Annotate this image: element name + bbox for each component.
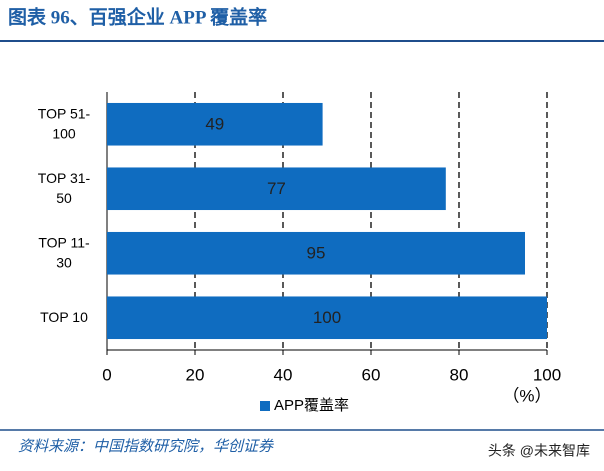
x-tick-label: 40 [274, 365, 293, 384]
y-tick-label: TOP 51-100 [38, 105, 91, 141]
data-label: 49 [205, 115, 224, 134]
x-tick-label: 100 [533, 365, 561, 384]
bar [107, 167, 446, 211]
x-tick-label: 80 [450, 365, 469, 384]
source-note: 资料来源：中国指数研究院，华创证券 [18, 438, 274, 455]
watermark: 头条 @未来智库 [488, 443, 590, 459]
y-tick-label: TOP 11-30 [38, 234, 90, 270]
x-tick-label: 0 [102, 365, 111, 384]
unit-label: （%） [502, 386, 551, 405]
legend-swatch [260, 401, 270, 411]
bar [107, 102, 323, 146]
bar [107, 231, 525, 275]
y-tick-label: TOP 10 [40, 308, 88, 324]
x-tick-label: 20 [186, 365, 205, 384]
data-label: 100 [313, 308, 341, 327]
legend-label: APP覆盖率 [274, 397, 349, 414]
data-label: 95 [307, 244, 326, 263]
data-label: 77 [267, 179, 286, 198]
x-tick-label: 60 [362, 365, 381, 384]
y-tick-label: TOP 31-50 [38, 169, 91, 205]
chart-title: 图表 96、百强企业 APP 覆盖率 [8, 5, 267, 28]
bar [107, 296, 547, 340]
